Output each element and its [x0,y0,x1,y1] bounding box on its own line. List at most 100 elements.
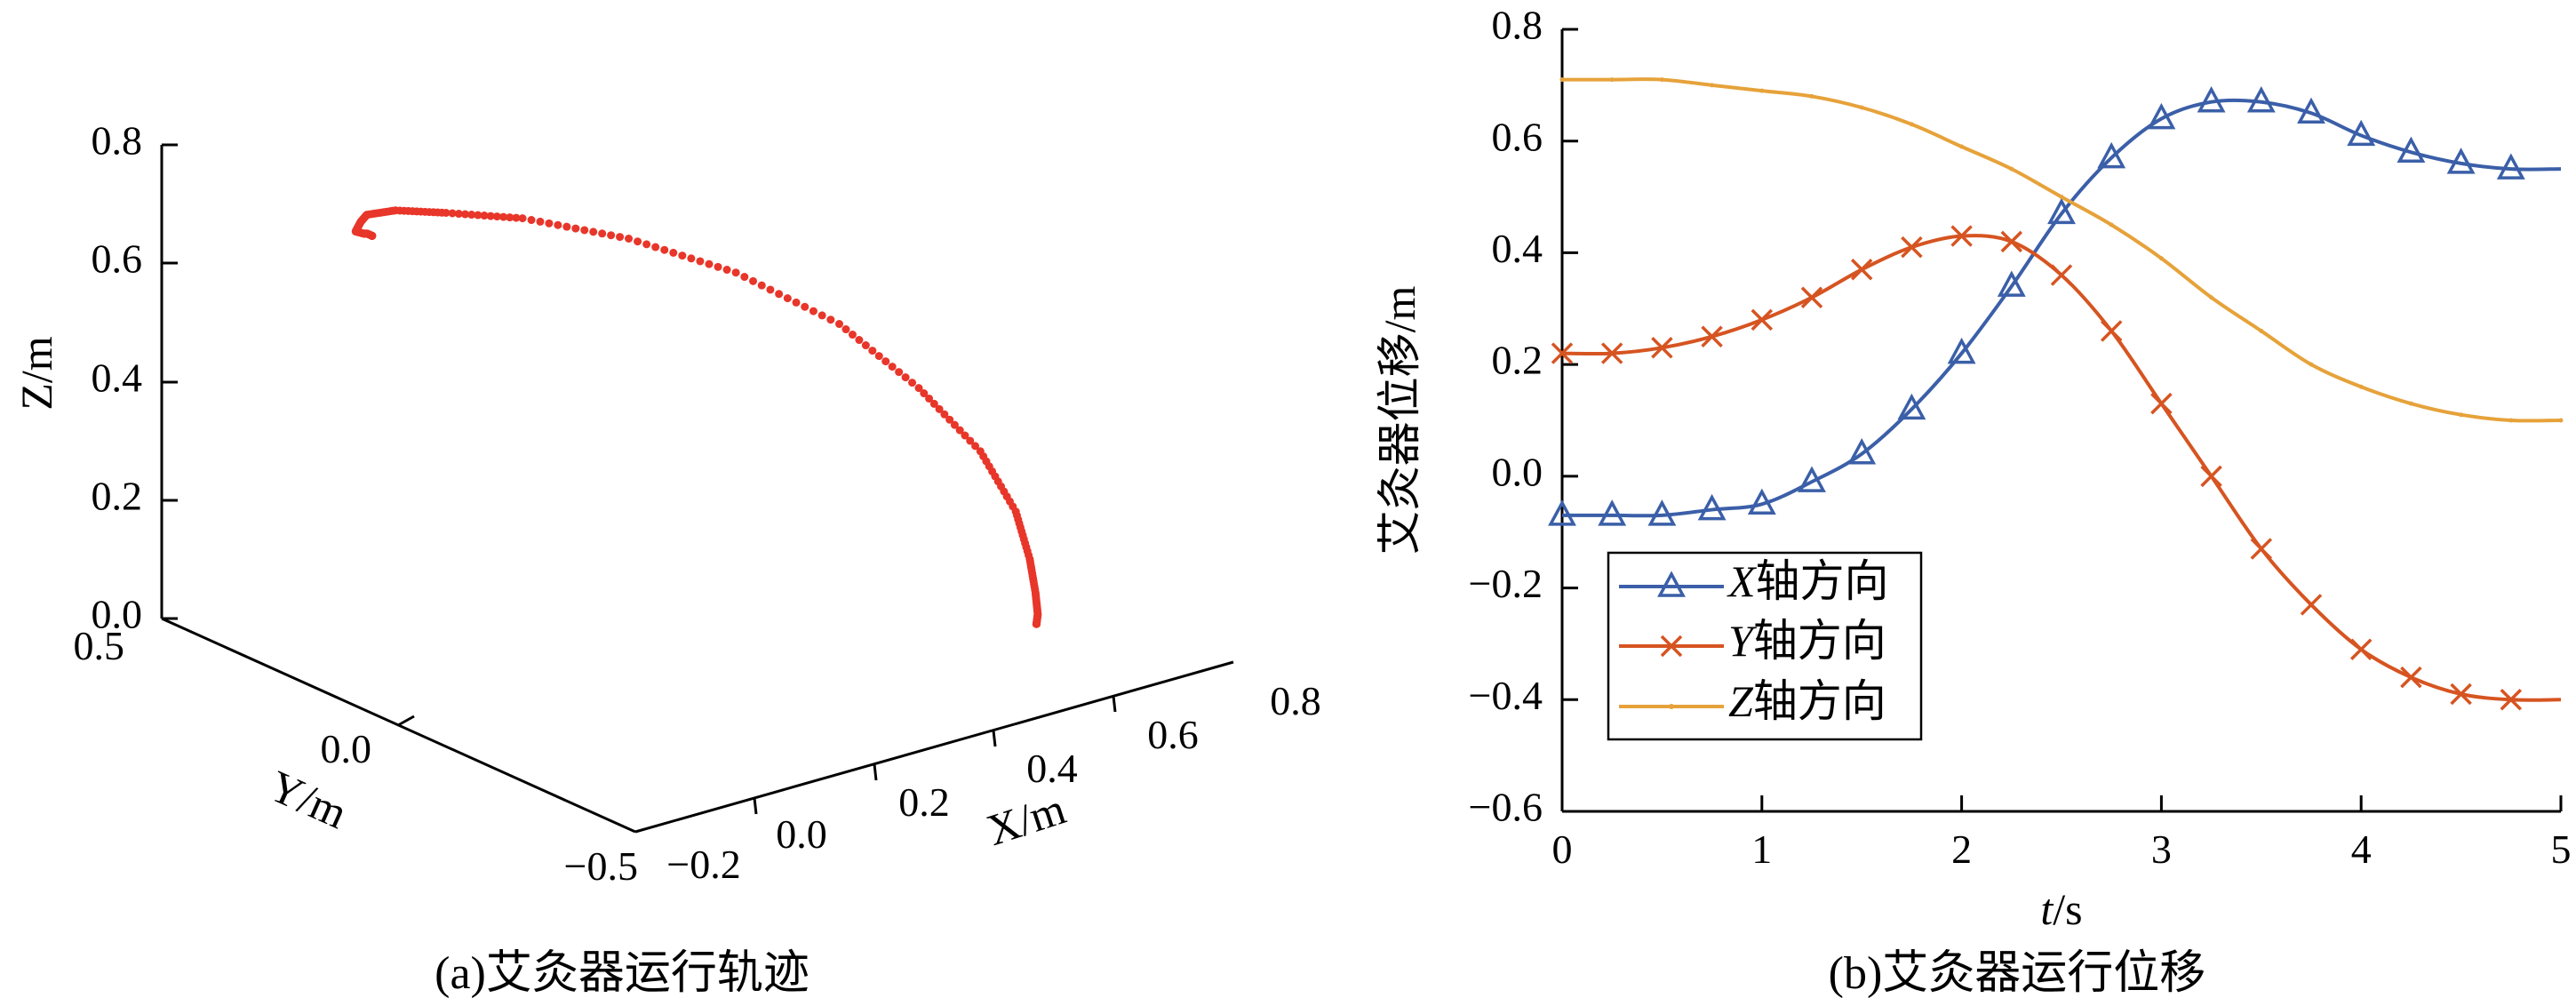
point-marker-x [1901,236,1923,259]
trajectory-point [660,245,669,254]
point-marker-triangle [2147,102,2176,130]
point-marker-dot [1559,77,1565,83]
point-marker-triangle [1798,466,1826,492]
legend-entry-x: X轴方向 [1619,556,1889,606]
point-marker-dot [1710,83,1715,88]
trajectory-point [642,240,651,249]
trajectory-point [527,216,536,225]
trajectory-point [460,210,469,219]
point-marker-dot [2059,195,2064,200]
y-axis-label: 艾灸器位移/m [1375,286,1424,555]
point-marker-dot [2009,166,2014,172]
trajectory-point [901,373,910,382]
point-marker-triangle [2246,86,2276,113]
trajectory-point [1032,619,1041,628]
trajectory-point [817,311,826,320]
y-axis-label: Y/m [262,761,355,838]
y-tick-label: −0.5 [564,843,638,889]
z-axis-label: Z/m [12,336,61,410]
y-tick-label: 0.4 [1492,226,1543,271]
point-marker-x [1701,325,1723,347]
point-marker-dot [2109,222,2114,228]
point-marker-dot [1909,122,1914,127]
point-marker-x [1551,342,1574,364]
point-marker-dot [1959,144,1965,149]
x-axis-ticks: 0 1 2 3 4 5 [1552,795,2572,872]
legend-marker-dot [1669,704,1674,709]
z-tick-label: 0.8 [92,118,143,164]
x-axis-line [634,660,1234,834]
x-tick-label: 1 [1751,826,1772,872]
x-tick-mark [753,797,758,815]
trajectory-point [486,212,495,220]
point-marker-dot [1609,77,1615,83]
series-z [1559,77,2564,423]
trajectory-point [616,233,625,242]
point-marker-x [2450,683,2472,706]
trajectory-point [474,211,483,220]
point-marker-x [2200,465,2222,488]
trajectory-point [783,294,792,303]
trajectory-point [950,420,959,429]
point-marker-x [2050,264,2073,286]
point-marker-triangle [2496,153,2525,180]
trajectory-point [696,257,705,266]
trajectory-point [448,209,457,218]
trajectory-point [826,315,835,324]
trajectory-series [351,206,1042,628]
trajectory-point [792,298,801,307]
trajectory-point [895,368,904,377]
trajectory-point [714,262,722,271]
trajectory-point [801,302,809,311]
point-marker-dot [1659,77,1664,83]
trajectory-point [512,213,521,222]
x-tick-label: 0.4 [1026,746,1078,791]
trajectory-point [855,336,864,345]
trajectory-point [492,212,501,221]
trajectory-point [920,389,929,398]
x-tick-mark [992,730,997,747]
point-marker-triangle [2446,148,2476,174]
point-marker-x [1600,342,1623,364]
x-tick-label: 0.8 [1270,678,1321,723]
trajectory-point [749,276,758,285]
x-axis-label-var: t [2040,884,2054,934]
point-marker-x [2000,230,2023,253]
legend-label-x: X轴方向 [1727,556,1889,606]
point-marker-triangle [2297,97,2325,124]
trajectory-point [634,237,642,246]
trajectory-point [940,410,949,419]
point-marker-triangle [1997,270,2026,297]
x-tick-label: 0.2 [898,779,950,825]
x-tick-mark [1112,695,1117,713]
point-marker-triangle [2347,119,2376,147]
trajectory-point [554,220,562,229]
x-tick-label: 0 [1552,826,1573,872]
trajectory-point [868,347,877,355]
point-marker-dot [2459,412,2464,418]
z-tick-label: 0.0 [92,592,143,637]
trajectory-point [705,259,714,268]
point-marker-triangle [2097,141,2126,169]
y-tick-label: 0.5 [74,623,125,668]
trajectory-point [925,394,934,403]
trajectory-point [687,254,696,263]
point-marker-triangle [1897,393,1926,420]
x-tick-label: 2 [1951,826,1972,872]
point-marker-triangle [1598,499,1627,526]
x-axis-label-unit: /s [2053,884,2082,934]
point-marker-dot [2408,401,2413,406]
series-line-z [1562,77,2562,423]
x-tick-label: 5 [2551,826,2572,872]
trajectory-point [589,228,598,236]
y-tick-label: 0.0 [321,726,372,771]
legend-marker-triangle [1657,571,1686,597]
trajectory-point [966,436,975,445]
x-tick-label: 4 [2351,826,2372,872]
z-tick-label: 0.2 [92,474,143,519]
point-marker-dot [2209,295,2214,300]
trajectory-point [766,285,775,294]
y-axis-ticks: 0.5 0.0 −0.5 [74,623,639,889]
trajectory-point [961,431,969,440]
point-marker-triangle [2047,197,2076,225]
